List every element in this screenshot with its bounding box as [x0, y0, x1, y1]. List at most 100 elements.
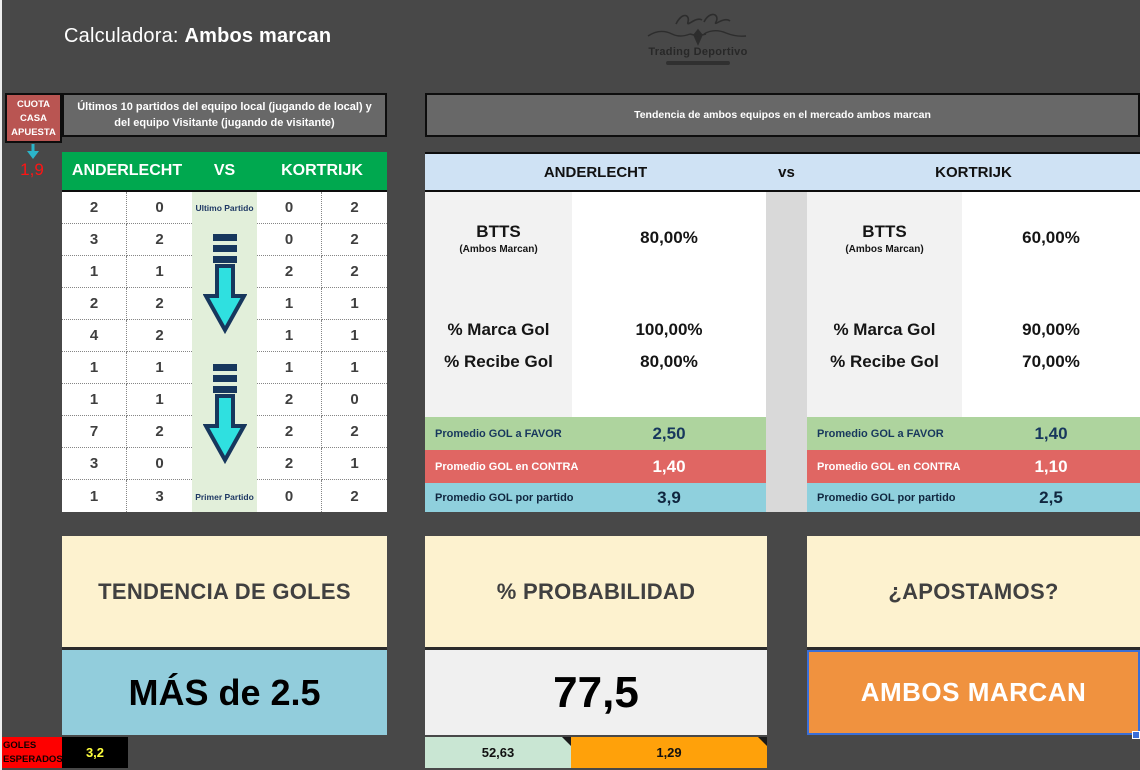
- away-goles-partido-value: 2,5: [1039, 487, 1063, 507]
- score-cell[interactable]: 0: [127, 192, 192, 224]
- apostamos-result-value: AMBOS MARCAN: [860, 677, 1087, 707]
- score-cell[interactable]: 0: [257, 224, 322, 256]
- btts-label: BTTS (Ambos Marcan): [807, 222, 962, 255]
- score-cell[interactable]: 2: [257, 384, 322, 416]
- score-cell[interactable]: 2: [127, 288, 192, 320]
- btts-title: BTTS: [862, 222, 907, 241]
- score-cell[interactable]: 2: [257, 416, 322, 448]
- cuota-value-cell[interactable]: 1,9: [20, 160, 44, 179]
- score-cell[interactable]: 3: [62, 224, 127, 256]
- score-cell[interactable]: 1: [62, 384, 127, 416]
- score-cell[interactable]: 7: [62, 416, 127, 448]
- break-even-cell: 52,63: [425, 737, 571, 768]
- away-goles-contra-row: Promedio GOL en CONTRA 1,10: [807, 450, 1140, 483]
- score-cell[interactable]: 1: [322, 448, 387, 480]
- score-cell[interactable]: 1: [127, 256, 192, 288]
- score-cell[interactable]: 2: [322, 224, 387, 256]
- home-stats-label-column: [425, 192, 572, 417]
- logo: Trading Deportivo: [638, 10, 758, 80]
- score-cell[interactable]: 2: [257, 448, 322, 480]
- score-cell[interactable]: 2: [62, 192, 127, 224]
- score-cell[interactable]: 2: [322, 256, 387, 288]
- away-goles-favor-value: 1,40: [1034, 423, 1068, 443]
- score-cell[interactable]: 2: [127, 320, 192, 352]
- score-cell[interactable]: 1: [257, 288, 322, 320]
- home-btts-value: 80,00%: [640, 228, 698, 247]
- home-goles-favor-row: Promedio GOL a FAVOR 2,50: [425, 417, 766, 450]
- away-stats-label-column: [807, 192, 962, 417]
- score-cell[interactable]: 0: [257, 480, 322, 512]
- comment-marker-icon: [562, 737, 571, 746]
- score-cell[interactable]: 3: [155, 487, 164, 505]
- score-cell[interactable]: 2: [62, 288, 127, 320]
- vs-label: VS: [213, 162, 236, 179]
- goles-partido-label: Promedio GOL por partido: [817, 491, 956, 504]
- score-cell[interactable]: 4: [62, 320, 127, 352]
- cuota-minima-cell: 1,29: [571, 737, 767, 768]
- home-goles-contra-row: Promedio GOL en CONTRA 1,40: [425, 450, 766, 483]
- home-team-name: ANDERLECHT: [71, 162, 183, 179]
- score-cell[interactable]: 1: [322, 320, 387, 352]
- score-cell[interactable]: 2: [322, 416, 387, 448]
- btts-subtitle: (Ambos Marcan): [459, 244, 538, 255]
- score-cell[interactable]: 1: [322, 352, 387, 384]
- score-cell[interactable]: 2: [257, 256, 322, 288]
- recibe-gol-label: % Recibe Gol: [444, 352, 553, 371]
- score-cell[interactable]: 2: [127, 224, 192, 256]
- score-cell[interactable]: 0: [322, 384, 387, 416]
- home-stats-value-column: [572, 192, 766, 417]
- selection-handle[interactable]: [1132, 731, 1140, 739]
- page-title-emphasis: Ambos marcan: [184, 25, 332, 47]
- home-goles-favor-value: 2,50: [652, 423, 686, 443]
- apostamos-result-cell[interactable]: AMBOS MARCAN: [807, 650, 1140, 739]
- score-cell[interactable]: 1: [257, 320, 322, 352]
- logo-tagline: [666, 61, 730, 65]
- panel-divider: [766, 192, 807, 512]
- score-cell[interactable]: 2: [322, 192, 387, 224]
- away-stats-value-column: [962, 192, 1140, 417]
- score-cell[interactable]: 3: [62, 448, 127, 480]
- trend-home-team-name: ANDERLECHT: [543, 163, 648, 181]
- score-cell[interactable]: 1: [127, 352, 192, 384]
- score-cell[interactable]: 1: [62, 256, 127, 288]
- score-cell[interactable]: 1: [62, 352, 127, 384]
- apostamos-header: ¿APOSTAMOS?: [807, 536, 1140, 650]
- cuota-line: CASA: [20, 112, 47, 124]
- score-cell[interactable]: 1: [127, 384, 192, 416]
- goles-esperados-line: GOLES: [3, 740, 37, 751]
- striped-down-arrow-icon: [203, 234, 247, 335]
- primer-partido-label: Primer Partido: [195, 492, 254, 502]
- break-even-value: 52,63: [481, 745, 515, 760]
- away-goles-contra-value: 1,10: [1034, 456, 1068, 476]
- score-cell[interactable]: 1: [257, 352, 322, 384]
- score-cell[interactable]: 1: [322, 288, 387, 320]
- trend-vs-label: vs: [778, 163, 795, 181]
- home-stats-panel: BTTS (Ambos Marcan) 80,00% % Marca Gol 1…: [425, 192, 766, 417]
- page-title: Calculadora: Ambos marcan: [64, 25, 332, 47]
- btts-subtitle: (Ambos Marcan): [845, 244, 924, 255]
- tendencia-goles-header: TENDENCIA DE GOLES: [62, 536, 387, 650]
- score-cell[interactable]: 1: [62, 480, 127, 512]
- away-stats-panel: BTTS (Ambos Marcan) 60,00% % Marca Gol 9…: [807, 192, 1140, 417]
- score-cell[interactable]: 0: [127, 448, 192, 480]
- score-cell[interactable]: 2: [350, 487, 359, 505]
- away-btts-value: 60,00%: [1022, 228, 1080, 247]
- home-goles-contra-value: 1,40: [652, 456, 686, 476]
- score-cell[interactable]: 2: [127, 416, 192, 448]
- score-cell[interactable]: 0: [257, 192, 322, 224]
- marca-gol-label: % Marca Gol: [833, 320, 936, 339]
